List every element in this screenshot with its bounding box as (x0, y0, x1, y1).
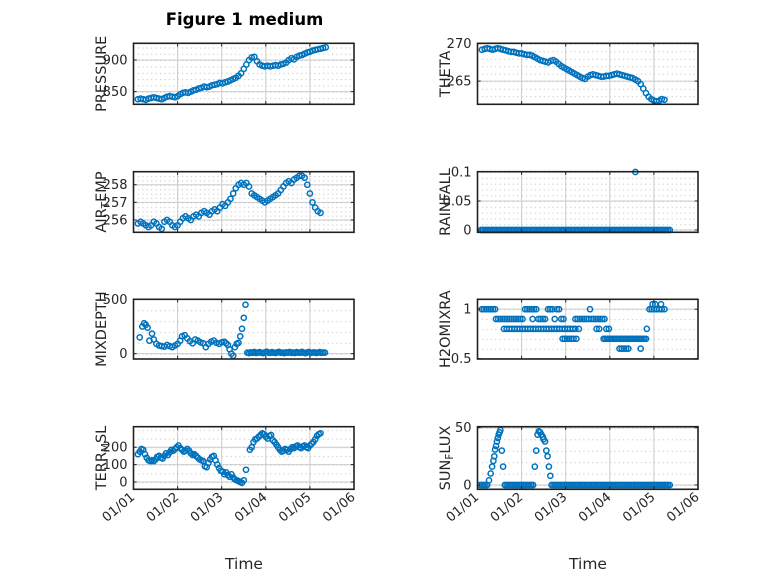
xtick-label: 01/06 (320, 490, 358, 526)
ytick-label: 256 (103, 213, 128, 228)
ytick-label: 0.05 (443, 194, 472, 209)
ytick-label: 50 (455, 421, 472, 436)
xtick-label: 01/05 (276, 490, 314, 526)
subplot-terr_msl: 0 100 200 01/01 01/02 01/03 01/04 01/05 01/06 TER… (94, 426, 359, 526)
ylabel-h2omixra: H2OMIXRA (438, 290, 454, 368)
ylabel-sun_flux: SUNFLUX (438, 426, 456, 491)
figure-title: Figure 1 medium (165, 10, 324, 29)
xtick-label: 01/02 (488, 490, 526, 526)
xtick-label: 01/01 (444, 490, 482, 526)
ytick-label: 0.5 (451, 352, 472, 367)
xtick-label: 01/03 (188, 490, 226, 526)
ytick-label: 200 (103, 441, 128, 456)
ytick-label: 0 (463, 478, 471, 493)
ytick-label: 0.1 (451, 165, 472, 180)
ylabel-pressure: PRESSURE (94, 36, 110, 112)
xtick-label: 01/02 (144, 490, 182, 526)
xtick-label: 01/03 (532, 490, 570, 526)
xtick-label: 01/05 (620, 490, 658, 526)
ytick-label: 900 (103, 54, 128, 69)
xaxis-label-left: Time (225, 555, 263, 573)
subplot-h2omixra: 0.5 1 H2OMIXRA (438, 290, 699, 368)
ytick-label: 500 (103, 293, 128, 308)
ylabel-mixdepth: MIXDEPTH (94, 291, 110, 367)
ytick-label: 258 (103, 178, 128, 193)
ytick-label: 850 (103, 85, 128, 100)
xtick-label: 01/04 (576, 490, 614, 526)
ytick-label: 270 (447, 37, 472, 52)
ytick-label: 265 (447, 75, 472, 90)
xaxis-label-right: Time (569, 555, 607, 573)
ytick-label: 1 (463, 303, 471, 318)
ylabel-air_temp: AIRTEMP (94, 171, 112, 232)
xtick-label: 01/06 (664, 490, 702, 526)
ytick-label: 0 (463, 223, 471, 238)
ytick-label: 0 (119, 475, 127, 490)
ylabel-rainfall: RAINFALL (438, 168, 454, 236)
xtick-label: 01/04 (232, 490, 270, 526)
subplot-sun_flux: 0 50 01/01 01/02 01/03 01/04 01/05 01/06 SUNFLUX (438, 421, 703, 525)
ylabel-terr_msl: TERRMSL (94, 426, 112, 492)
ytick-label: 257 (103, 196, 128, 211)
xtick-label: 01/01 (100, 490, 138, 526)
ytick-label: 0 (119, 347, 127, 362)
ylabel-theta: THETA (438, 50, 454, 98)
ytick-label: 100 (103, 458, 128, 473)
